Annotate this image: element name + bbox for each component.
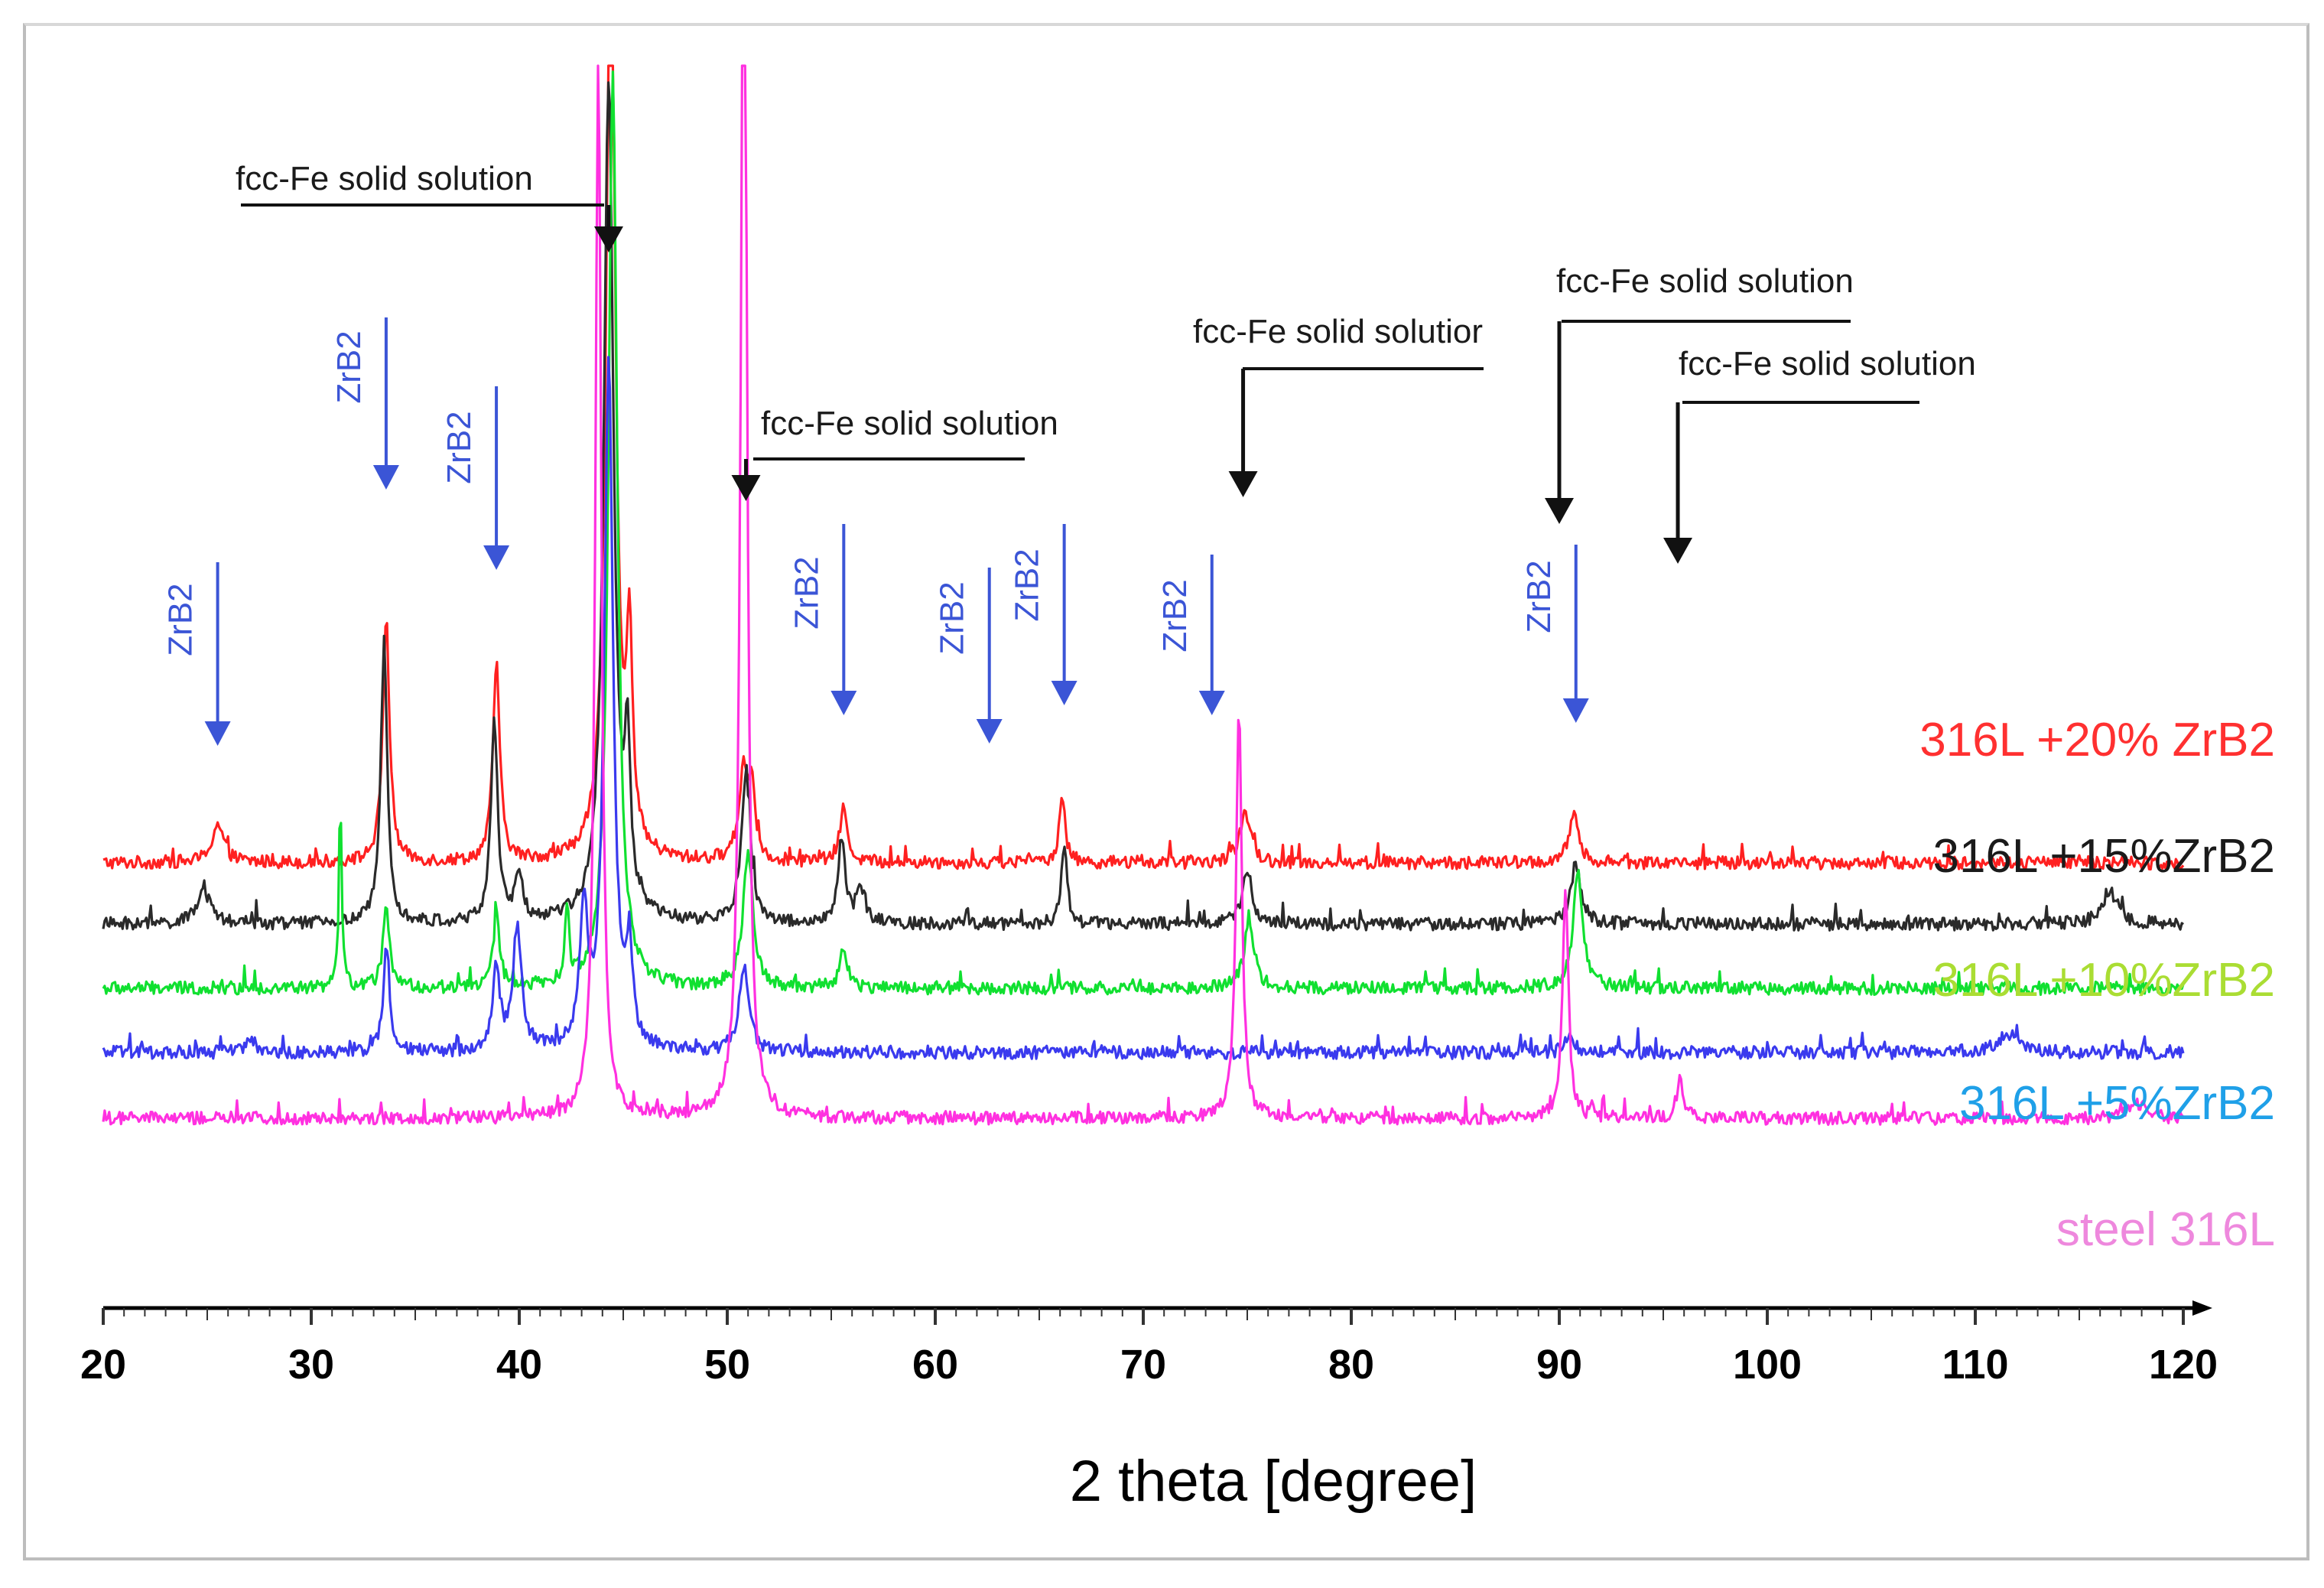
x-tick-label: 80 [1328, 1342, 1374, 1388]
legend-label-4: steel 316L [2056, 1203, 2275, 1256]
legend-label-2: 316L +10%ZrB2 [1932, 954, 2275, 1007]
fcc-fe-label: fcc-Fe solid solutior [1193, 313, 1483, 350]
x-tick-label: 60 [912, 1342, 958, 1388]
x-axis: 20 30 40 50 60 70 80 90 100 110 120 [80, 1300, 2218, 1388]
zrb2-arrowhead [976, 719, 1003, 744]
zrb2-arrowhead [204, 721, 231, 746]
x-tick-label: 30 [288, 1342, 334, 1388]
zrb2-label: ZrB2 [1156, 579, 1194, 652]
zrb2-label: ZrB2 [934, 581, 971, 654]
series-line-1 [102, 81, 2184, 932]
legend: 316L +20% ZrB2 316L +15%ZrB2 316L +10%ZrB2… [1919, 714, 2275, 1256]
zrb2-label: ZrB2 [1520, 560, 1558, 633]
series-layer [102, 64, 2185, 1126]
x-tick-label: 50 [704, 1342, 750, 1388]
fcc-fe-arrowhead [731, 475, 761, 501]
zrb2-arrowhead [483, 545, 510, 570]
zrb2-arrowhead [830, 691, 857, 715]
x-tick-label: 120 [2149, 1342, 2218, 1388]
x-tick-label: 100 [1733, 1342, 1802, 1388]
legend-label-0: 316L +20% ZrB2 [1919, 714, 2275, 766]
x-axis-title: 2 theta [degree] [1070, 1449, 1477, 1514]
x-tick-label: 40 [496, 1342, 542, 1388]
fcc-fe-arrowhead [593, 226, 623, 252]
zrb2-label: ZrB2 [440, 411, 478, 483]
zrb2-label: ZrB2 [1009, 548, 1046, 621]
legend-label-3: 316L +5%ZrB2 [1959, 1077, 2275, 1130]
series-line-2 [102, 70, 2185, 996]
x-tick-label: 20 [80, 1342, 126, 1388]
fcc-fe-label: fcc-Fe solid solution [1679, 345, 1976, 382]
fcc-fe-label: fcc-Fe solid solution [761, 405, 1058, 442]
fcc-fe-arrowhead [1228, 471, 1258, 497]
x-tick-label: 110 [1942, 1342, 2008, 1388]
zrb2-arrowhead [1562, 698, 1589, 723]
zrb2-arrowhead [372, 465, 399, 490]
legend-label-1: 316L +15%ZrB2 [1932, 830, 2275, 883]
x-tick-label: 90 [1536, 1342, 1582, 1388]
fcc-fe-label: fcc-Fe solid solution [1556, 262, 1854, 300]
fcc-fe-label: fcc-Fe solid solution [236, 160, 533, 197]
fcc-fe-arrowhead [1545, 498, 1574, 524]
zrb2-arrowhead [1198, 691, 1225, 715]
annotation-layer: fcc-Fe solid solution fcc-Fe solid soluti… [162, 160, 1976, 746]
zrb2-label: ZrB2 [788, 556, 825, 629]
chart-frame [23, 23, 2309, 1560]
x-tick-label: 70 [1120, 1342, 1166, 1388]
series-line-0 [102, 64, 2185, 870]
zrb2-label: ZrB2 [330, 330, 368, 403]
zrb2-arrowhead [1051, 681, 1077, 705]
series-line-3 [102, 356, 2185, 1060]
x-axis-arrowhead [2192, 1300, 2212, 1316]
zrb2-label: ZrB2 [162, 583, 200, 656]
series-line-4 [102, 64, 2185, 1126]
fcc-fe-arrowhead [1663, 538, 1693, 564]
